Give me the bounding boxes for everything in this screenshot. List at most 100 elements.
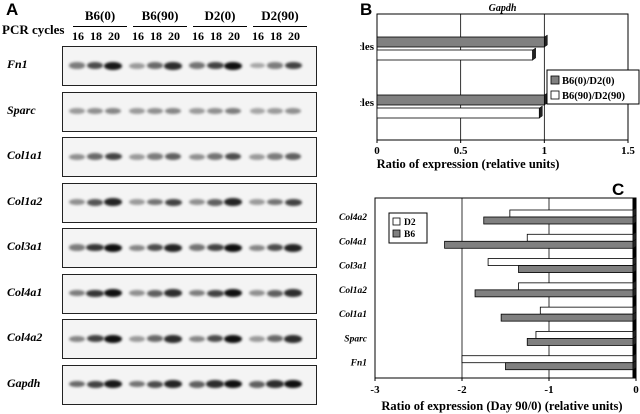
bar-B6-depth (632, 263, 637, 274)
gel-band (267, 153, 283, 160)
gel-band (206, 289, 224, 297)
category-label: Col3a1 (339, 262, 367, 272)
gel-band (189, 199, 205, 206)
bar-D2 (487, 258, 634, 266)
legend-swatch (392, 229, 401, 238)
gel-band (224, 380, 242, 389)
gel-band (86, 153, 104, 160)
gel-band (285, 108, 301, 115)
gel-band (129, 244, 145, 251)
x-tick-label: 0 (633, 384, 639, 396)
legend-box (546, 69, 640, 105)
gel-band (86, 198, 104, 206)
x-tick-label: 1 (542, 145, 548, 157)
x-tick-label: 0.5 (454, 145, 468, 157)
category-label: Col4a1 (339, 237, 367, 247)
gel-band (129, 380, 145, 388)
gel-band (224, 334, 242, 343)
group-label: B6(0) (84, 8, 116, 23)
bar-B6 (483, 216, 634, 225)
gel-band (104, 61, 122, 70)
gel-band (129, 108, 145, 115)
group-label: B6(90) (141, 8, 179, 23)
bar-B6(90)/D2(90)-depth (539, 105, 543, 119)
gel-band (207, 108, 223, 115)
gel-band (188, 380, 206, 388)
gel-band (224, 289, 242, 298)
group-label: D2(90) (261, 8, 299, 23)
gel-band (284, 62, 302, 70)
x-tick-label: -2 (457, 384, 467, 396)
x-tick-label: 0 (374, 145, 380, 157)
x-axis-label: Ratio of expression (Day 90/0) (relative… (381, 399, 622, 413)
bar-B6(90)/D2(90) (376, 49, 534, 61)
bar-D2 (539, 306, 634, 315)
gel-band (284, 198, 302, 206)
gel-band (206, 62, 224, 70)
gel-band (267, 62, 283, 69)
bar-B6 (518, 265, 634, 273)
cycle-label: 16 (132, 29, 144, 43)
cycle-label: 20 (108, 29, 120, 43)
gel-band (69, 153, 85, 160)
cycle-label: 20 (228, 29, 240, 43)
legend-label: B6 (404, 230, 415, 240)
gel-band (146, 62, 164, 69)
gel-band (146, 289, 164, 297)
gel-band (86, 244, 104, 252)
gel-band (267, 108, 283, 115)
gel-band (69, 289, 85, 297)
gel-band (249, 199, 265, 206)
bar-B6(0)/D2(0) (376, 94, 545, 106)
panel-a-letter: A (6, 0, 19, 19)
gel-band (86, 62, 104, 70)
bar-D2 (518, 282, 634, 291)
gel-band (69, 108, 85, 115)
gel-Gapdh (62, 364, 317, 405)
bar-B6-depth (632, 214, 637, 225)
gel-band (224, 198, 242, 207)
gel-band (189, 62, 205, 69)
gel-band (68, 380, 86, 388)
category-label: Col4a2 (339, 213, 367, 223)
gel-band (69, 199, 85, 206)
gel-band (129, 62, 145, 69)
gene-label: Col1a2 (7, 193, 43, 208)
legend-swatch (550, 90, 560, 100)
bar-B6 (474, 289, 634, 298)
gel-band (164, 198, 182, 206)
cycle-label: 18 (210, 29, 222, 43)
bar-B6-depth (632, 360, 637, 371)
gel-band (129, 335, 145, 342)
legend-swatch (392, 217, 401, 226)
x-tick-label: -3 (370, 384, 380, 396)
gel-band (146, 335, 164, 342)
cycle-label: 16 (72, 29, 84, 43)
gel-band (147, 108, 163, 115)
gel-band (129, 199, 145, 206)
gel-band (266, 335, 284, 342)
gel-band (284, 153, 302, 161)
gel-band (249, 335, 265, 342)
bar-B6(90)/D2(90) (376, 107, 540, 119)
group-underline (133, 26, 187, 27)
category-label: Fn1 (350, 359, 367, 369)
gel-Col4a2 (62, 319, 317, 359)
category-label: Sparc (344, 334, 367, 344)
gel-band (86, 335, 104, 343)
group-underline (73, 26, 127, 27)
group-underline (193, 26, 247, 27)
gel-band (104, 243, 122, 252)
gel-band (129, 290, 145, 297)
gel-band (165, 108, 181, 115)
gene-label: Col4a2 (7, 330, 43, 344)
gel-band (146, 244, 164, 252)
gel-band (146, 380, 164, 388)
panel-c-chart: -3 -2 -1 0 Ratio of expression (Day 90/0) (r… (339, 197, 639, 413)
legend-label: B6(0)/D2(0) (562, 76, 615, 87)
cycle-label: 20 (288, 29, 300, 43)
bar-D2 (461, 355, 634, 364)
gene-label: Col4a1 (7, 284, 43, 299)
cycle-label: 18 (270, 29, 282, 43)
bar-B6-depth (632, 238, 637, 249)
